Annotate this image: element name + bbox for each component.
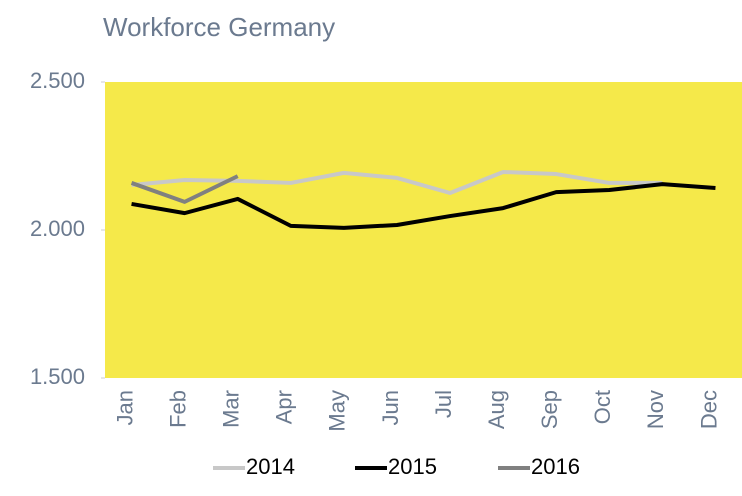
chart-title: Workforce Germany xyxy=(103,12,335,42)
plot-area xyxy=(105,82,742,378)
series-line xyxy=(131,169,663,195)
x-tick-label: Nov xyxy=(643,390,668,429)
y-tick-label: 1.500 xyxy=(30,364,85,389)
x-tick-label: Mar xyxy=(219,390,244,428)
x-tick-label: Apr xyxy=(272,390,297,424)
x-tick-label: Dec xyxy=(696,390,721,429)
y-tick-label: 2.500 xyxy=(30,68,85,93)
x-tick-label: Jan xyxy=(112,390,137,425)
x-tick-label: May xyxy=(325,390,350,432)
legend-label: 2016 xyxy=(531,454,580,479)
x-tick-label: Jul xyxy=(431,390,456,418)
x-tick-label: Feb xyxy=(165,390,190,428)
series-line xyxy=(131,182,716,230)
legend-label: 2014 xyxy=(246,454,295,479)
x-tick-label: Oct xyxy=(590,390,615,424)
x-tick-label: Aug xyxy=(484,390,509,429)
series-line xyxy=(130,174,239,204)
legend-label: 2015 xyxy=(388,454,437,479)
x-tick-label: Sep xyxy=(537,390,562,429)
x-tick-label: Jun xyxy=(378,390,403,425)
y-tick-label: 2.000 xyxy=(30,216,85,241)
